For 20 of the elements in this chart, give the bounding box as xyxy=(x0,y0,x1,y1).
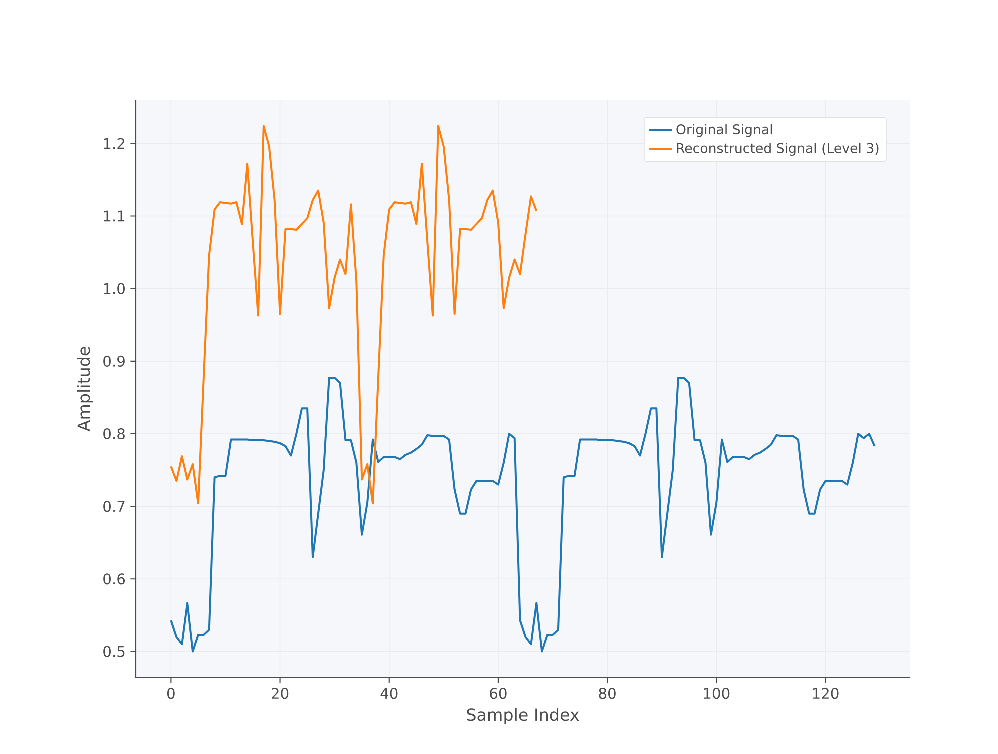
x-tick-label: 120 xyxy=(813,688,839,700)
y-tick-label: 1.2 xyxy=(104,138,124,150)
y-axis-title: Amplitude xyxy=(77,347,94,432)
y-tick-label: 0.7 xyxy=(104,501,125,512)
y-tick-label: 0.6 xyxy=(104,574,126,585)
x-axis-title: Sample Index xyxy=(467,708,580,724)
y-tick-label: 0.9 xyxy=(104,356,125,367)
x-tick-label: 40 xyxy=(380,688,398,700)
legend-label: Original Signal xyxy=(676,124,772,138)
y-tick-label: 0.8 xyxy=(104,428,125,440)
legend-label: Reconstructed Signal (Level 3) xyxy=(677,143,879,156)
line-series xyxy=(170,125,538,505)
y-tick-label: 1.1 xyxy=(104,210,125,222)
x-tick-label: 80 xyxy=(599,688,616,700)
x-tick-label: 100 xyxy=(704,688,730,700)
x-tick-label: 20 xyxy=(272,688,289,700)
x-tick-label: 60 xyxy=(490,688,507,700)
y-tick-label: 0.5 xyxy=(104,646,125,658)
x-tick-label: 0 xyxy=(167,688,175,700)
y-tick-label: 1.0 xyxy=(104,283,125,294)
